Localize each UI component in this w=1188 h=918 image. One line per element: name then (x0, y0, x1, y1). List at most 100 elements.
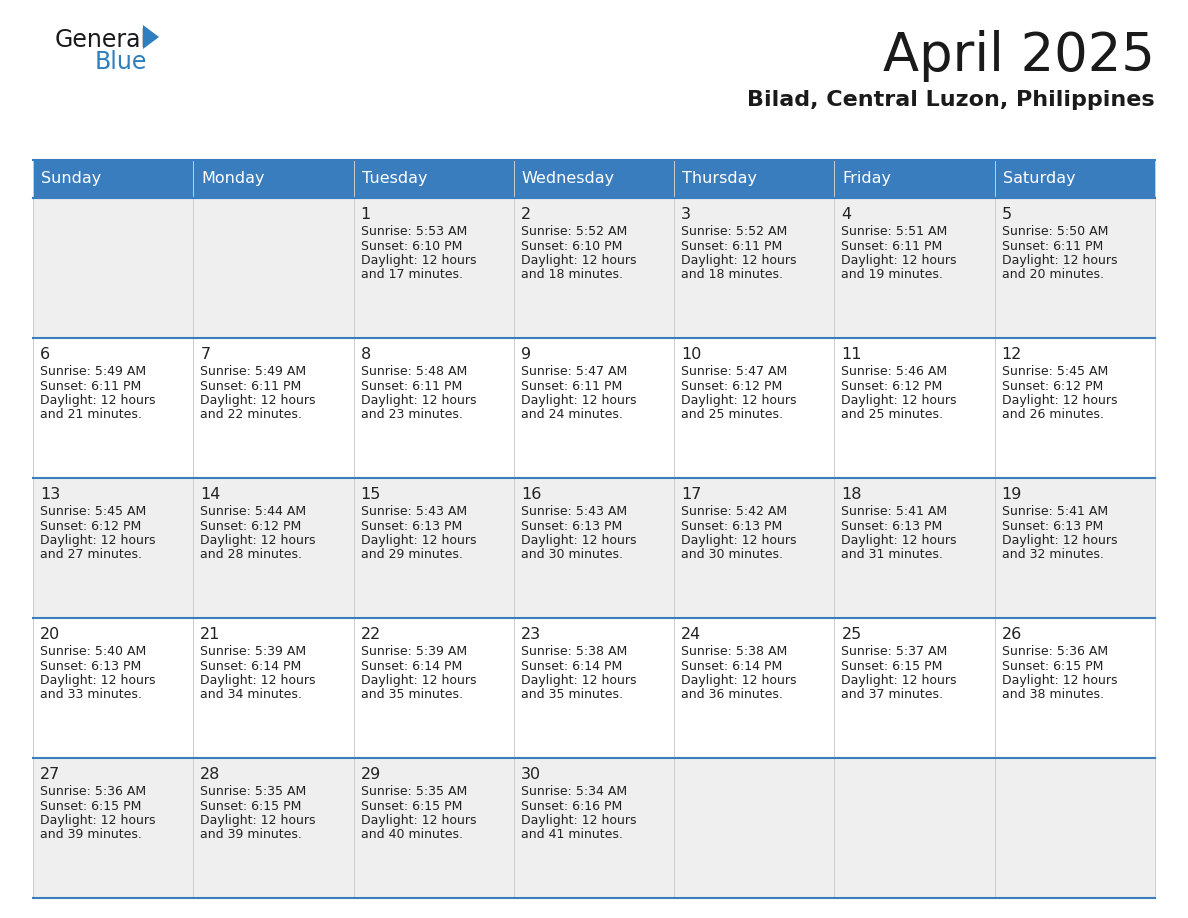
Text: 6: 6 (40, 347, 50, 362)
Text: and 41 minutes.: and 41 minutes. (520, 829, 623, 842)
Text: and 35 minutes.: and 35 minutes. (520, 688, 623, 701)
Text: Sunrise: 5:34 AM: Sunrise: 5:34 AM (520, 785, 627, 798)
Text: 4: 4 (841, 207, 852, 222)
Text: and 39 minutes.: and 39 minutes. (201, 829, 302, 842)
Bar (834, 160, 994, 198)
Text: Sunset: 6:11 PM: Sunset: 6:11 PM (40, 379, 141, 393)
Bar (514, 478, 674, 618)
Text: Sunrise: 5:41 AM: Sunrise: 5:41 AM (1001, 505, 1108, 518)
Text: Daylight: 12 hours: Daylight: 12 hours (1001, 254, 1117, 267)
Bar (674, 618, 834, 758)
Text: Sunrise: 5:42 AM: Sunrise: 5:42 AM (681, 505, 788, 518)
Text: Sunrise: 5:39 AM: Sunrise: 5:39 AM (201, 645, 307, 658)
Bar (514, 338, 674, 478)
Bar (354, 198, 514, 338)
Text: Sunset: 6:15 PM: Sunset: 6:15 PM (201, 800, 302, 812)
Bar (514, 198, 674, 338)
Text: Daylight: 12 hours: Daylight: 12 hours (201, 674, 316, 687)
Text: 28: 28 (201, 767, 221, 782)
Text: 29: 29 (361, 767, 381, 782)
Text: Sunrise: 5:36 AM: Sunrise: 5:36 AM (40, 785, 146, 798)
Text: Bilad, Central Luzon, Philippines: Bilad, Central Luzon, Philippines (747, 90, 1155, 110)
Text: Sunset: 6:12 PM: Sunset: 6:12 PM (201, 520, 302, 532)
Text: Sunset: 6:11 PM: Sunset: 6:11 PM (520, 379, 623, 393)
Text: Daylight: 12 hours: Daylight: 12 hours (1001, 394, 1117, 407)
Text: and 34 minutes.: and 34 minutes. (201, 688, 302, 701)
Text: and 18 minutes.: and 18 minutes. (681, 268, 783, 282)
Text: and 31 minutes.: and 31 minutes. (841, 548, 943, 562)
Text: 20: 20 (40, 627, 61, 642)
Polygon shape (143, 25, 159, 49)
Bar (514, 618, 674, 758)
Text: and 29 minutes.: and 29 minutes. (361, 548, 462, 562)
Text: Sunset: 6:13 PM: Sunset: 6:13 PM (681, 520, 783, 532)
Text: Sunset: 6:12 PM: Sunset: 6:12 PM (40, 520, 141, 532)
Bar (354, 338, 514, 478)
Text: Sunrise: 5:39 AM: Sunrise: 5:39 AM (361, 645, 467, 658)
Text: Sunset: 6:11 PM: Sunset: 6:11 PM (361, 379, 462, 393)
Text: Sunrise: 5:40 AM: Sunrise: 5:40 AM (40, 645, 146, 658)
Text: Daylight: 12 hours: Daylight: 12 hours (40, 394, 156, 407)
Text: and 37 minutes.: and 37 minutes. (841, 688, 943, 701)
Text: Sunset: 6:14 PM: Sunset: 6:14 PM (201, 659, 302, 673)
Bar (194, 618, 354, 758)
Text: Sunrise: 5:37 AM: Sunrise: 5:37 AM (841, 645, 948, 658)
Text: Thursday: Thursday (682, 172, 757, 186)
Text: Sunset: 6:11 PM: Sunset: 6:11 PM (1001, 240, 1102, 252)
Text: Daylight: 12 hours: Daylight: 12 hours (361, 674, 476, 687)
Text: and 17 minutes.: and 17 minutes. (361, 268, 462, 282)
Text: Daylight: 12 hours: Daylight: 12 hours (201, 534, 316, 547)
Text: and 35 minutes.: and 35 minutes. (361, 688, 462, 701)
Text: Sunset: 6:12 PM: Sunset: 6:12 PM (1001, 379, 1102, 393)
Text: Sunrise: 5:52 AM: Sunrise: 5:52 AM (520, 225, 627, 238)
Text: Daylight: 12 hours: Daylight: 12 hours (681, 254, 797, 267)
Text: 2: 2 (520, 207, 531, 222)
Text: Sunset: 6:10 PM: Sunset: 6:10 PM (361, 240, 462, 252)
Text: 11: 11 (841, 347, 862, 362)
Text: Sunset: 6:10 PM: Sunset: 6:10 PM (520, 240, 623, 252)
Text: Daylight: 12 hours: Daylight: 12 hours (841, 254, 956, 267)
Text: Sunday: Sunday (42, 172, 101, 186)
Text: Daylight: 12 hours: Daylight: 12 hours (841, 394, 956, 407)
Text: Daylight: 12 hours: Daylight: 12 hours (40, 534, 156, 547)
Text: 5: 5 (1001, 207, 1012, 222)
Text: 26: 26 (1001, 627, 1022, 642)
Bar (33, 478, 194, 618)
Text: 3: 3 (681, 207, 691, 222)
Text: Sunset: 6:12 PM: Sunset: 6:12 PM (681, 379, 783, 393)
Text: Daylight: 12 hours: Daylight: 12 hours (520, 254, 637, 267)
Text: Sunset: 6:16 PM: Sunset: 6:16 PM (520, 800, 623, 812)
Text: Sunrise: 5:51 AM: Sunrise: 5:51 AM (841, 225, 948, 238)
Text: Sunset: 6:15 PM: Sunset: 6:15 PM (1001, 659, 1104, 673)
Bar (194, 198, 354, 338)
Text: 16: 16 (520, 487, 542, 502)
Text: 21: 21 (201, 627, 221, 642)
Text: 13: 13 (40, 487, 61, 502)
Text: 9: 9 (520, 347, 531, 362)
Text: Daylight: 12 hours: Daylight: 12 hours (201, 814, 316, 827)
Text: 27: 27 (40, 767, 61, 782)
Text: and 27 minutes.: and 27 minutes. (40, 548, 143, 562)
Text: 1: 1 (361, 207, 371, 222)
Bar (994, 338, 1155, 478)
Bar (354, 618, 514, 758)
Text: Sunset: 6:11 PM: Sunset: 6:11 PM (841, 240, 943, 252)
Text: Sunset: 6:11 PM: Sunset: 6:11 PM (201, 379, 302, 393)
Text: Daylight: 12 hours: Daylight: 12 hours (520, 394, 637, 407)
Text: Daylight: 12 hours: Daylight: 12 hours (681, 394, 797, 407)
Text: Daylight: 12 hours: Daylight: 12 hours (1001, 534, 1117, 547)
Text: 25: 25 (841, 627, 861, 642)
Text: Daylight: 12 hours: Daylight: 12 hours (40, 814, 156, 827)
Bar (994, 160, 1155, 198)
Bar (834, 618, 994, 758)
Text: Sunrise: 5:49 AM: Sunrise: 5:49 AM (201, 365, 307, 378)
Bar (194, 758, 354, 898)
Text: Monday: Monday (201, 172, 265, 186)
Text: Sunset: 6:14 PM: Sunset: 6:14 PM (681, 659, 783, 673)
Bar (674, 758, 834, 898)
Text: Sunrise: 5:38 AM: Sunrise: 5:38 AM (681, 645, 788, 658)
Text: 19: 19 (1001, 487, 1022, 502)
Text: Daylight: 12 hours: Daylight: 12 hours (361, 814, 476, 827)
Bar (674, 198, 834, 338)
Text: April 2025: April 2025 (883, 30, 1155, 82)
